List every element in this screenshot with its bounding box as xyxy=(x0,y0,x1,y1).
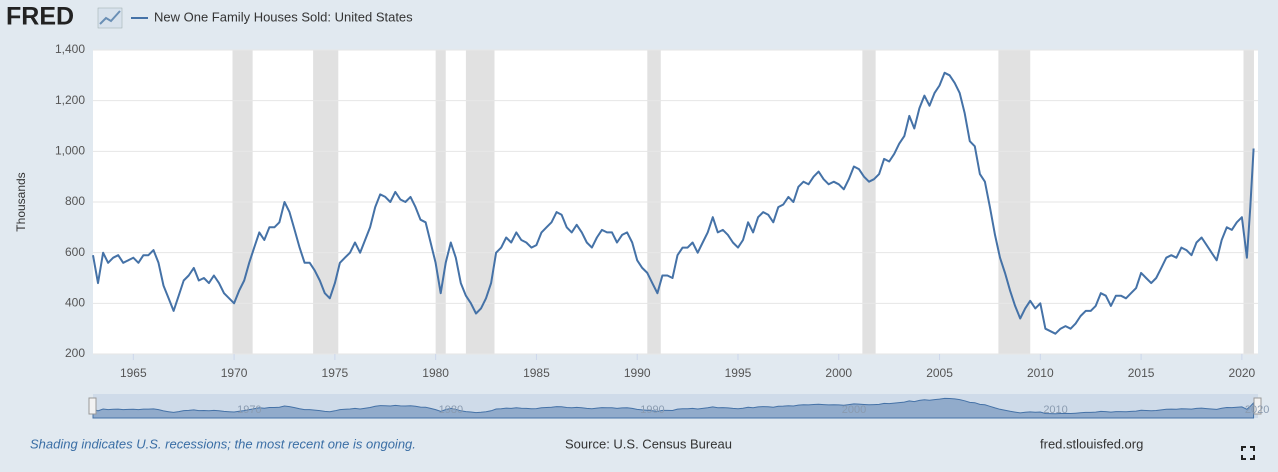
y-tick-label: 800 xyxy=(65,194,85,208)
logo: FRED xyxy=(6,3,74,31)
navigator-handles[interactable] xyxy=(88,397,1262,415)
x-tick-label: 1990 xyxy=(624,366,651,380)
y-tick-label: 600 xyxy=(65,245,85,259)
x-tick-label: 1995 xyxy=(725,366,752,380)
recession-note: Shading indicates U.S. recessions; the m… xyxy=(30,436,416,451)
source: Source: U.S. Census Bureau xyxy=(565,436,732,451)
x-tick-label: 2020 xyxy=(1229,366,1256,380)
navigator-tick-label: 2010 xyxy=(1043,404,1067,416)
x-tick-label: 1965 xyxy=(120,366,147,380)
x-tick-label: 1970 xyxy=(221,366,248,380)
y-axis-label: Thousands xyxy=(14,172,28,231)
x-tick-label: 2005 xyxy=(926,366,953,380)
y-tick-label: 1,400 xyxy=(55,42,85,56)
legend-label: New One Family Houses Sold: United State… xyxy=(154,9,413,24)
navigator-tick-label: 2020 xyxy=(1245,404,1269,416)
y-tick-label: 1,200 xyxy=(55,93,85,107)
x-tick-label: 2015 xyxy=(1128,366,1155,380)
fullscreen-icon[interactable] xyxy=(1241,446,1255,460)
x-tick-label: 1985 xyxy=(523,366,550,380)
x-tick-label: 2000 xyxy=(825,366,852,380)
x-tick-label: 1975 xyxy=(322,366,349,380)
navigator-tick-label: 1990 xyxy=(640,404,664,416)
x-tick-label: 2010 xyxy=(1027,366,1054,380)
navigator-area xyxy=(92,397,1255,419)
y-tick-label: 200 xyxy=(65,346,85,360)
logo-icon xyxy=(97,7,123,29)
navigator-tick-label: 2000 xyxy=(842,404,866,416)
y-tick-label: 400 xyxy=(65,296,85,310)
navigator-tick-label: 1980 xyxy=(439,404,463,416)
navigator-tick-label: 1970 xyxy=(237,404,261,416)
site[interactable]: fred.stlouisfed.org xyxy=(1040,436,1143,451)
data-line xyxy=(92,71,1255,335)
y-tick-label: 1,000 xyxy=(55,144,85,158)
x-tick-label: 1980 xyxy=(422,366,449,380)
